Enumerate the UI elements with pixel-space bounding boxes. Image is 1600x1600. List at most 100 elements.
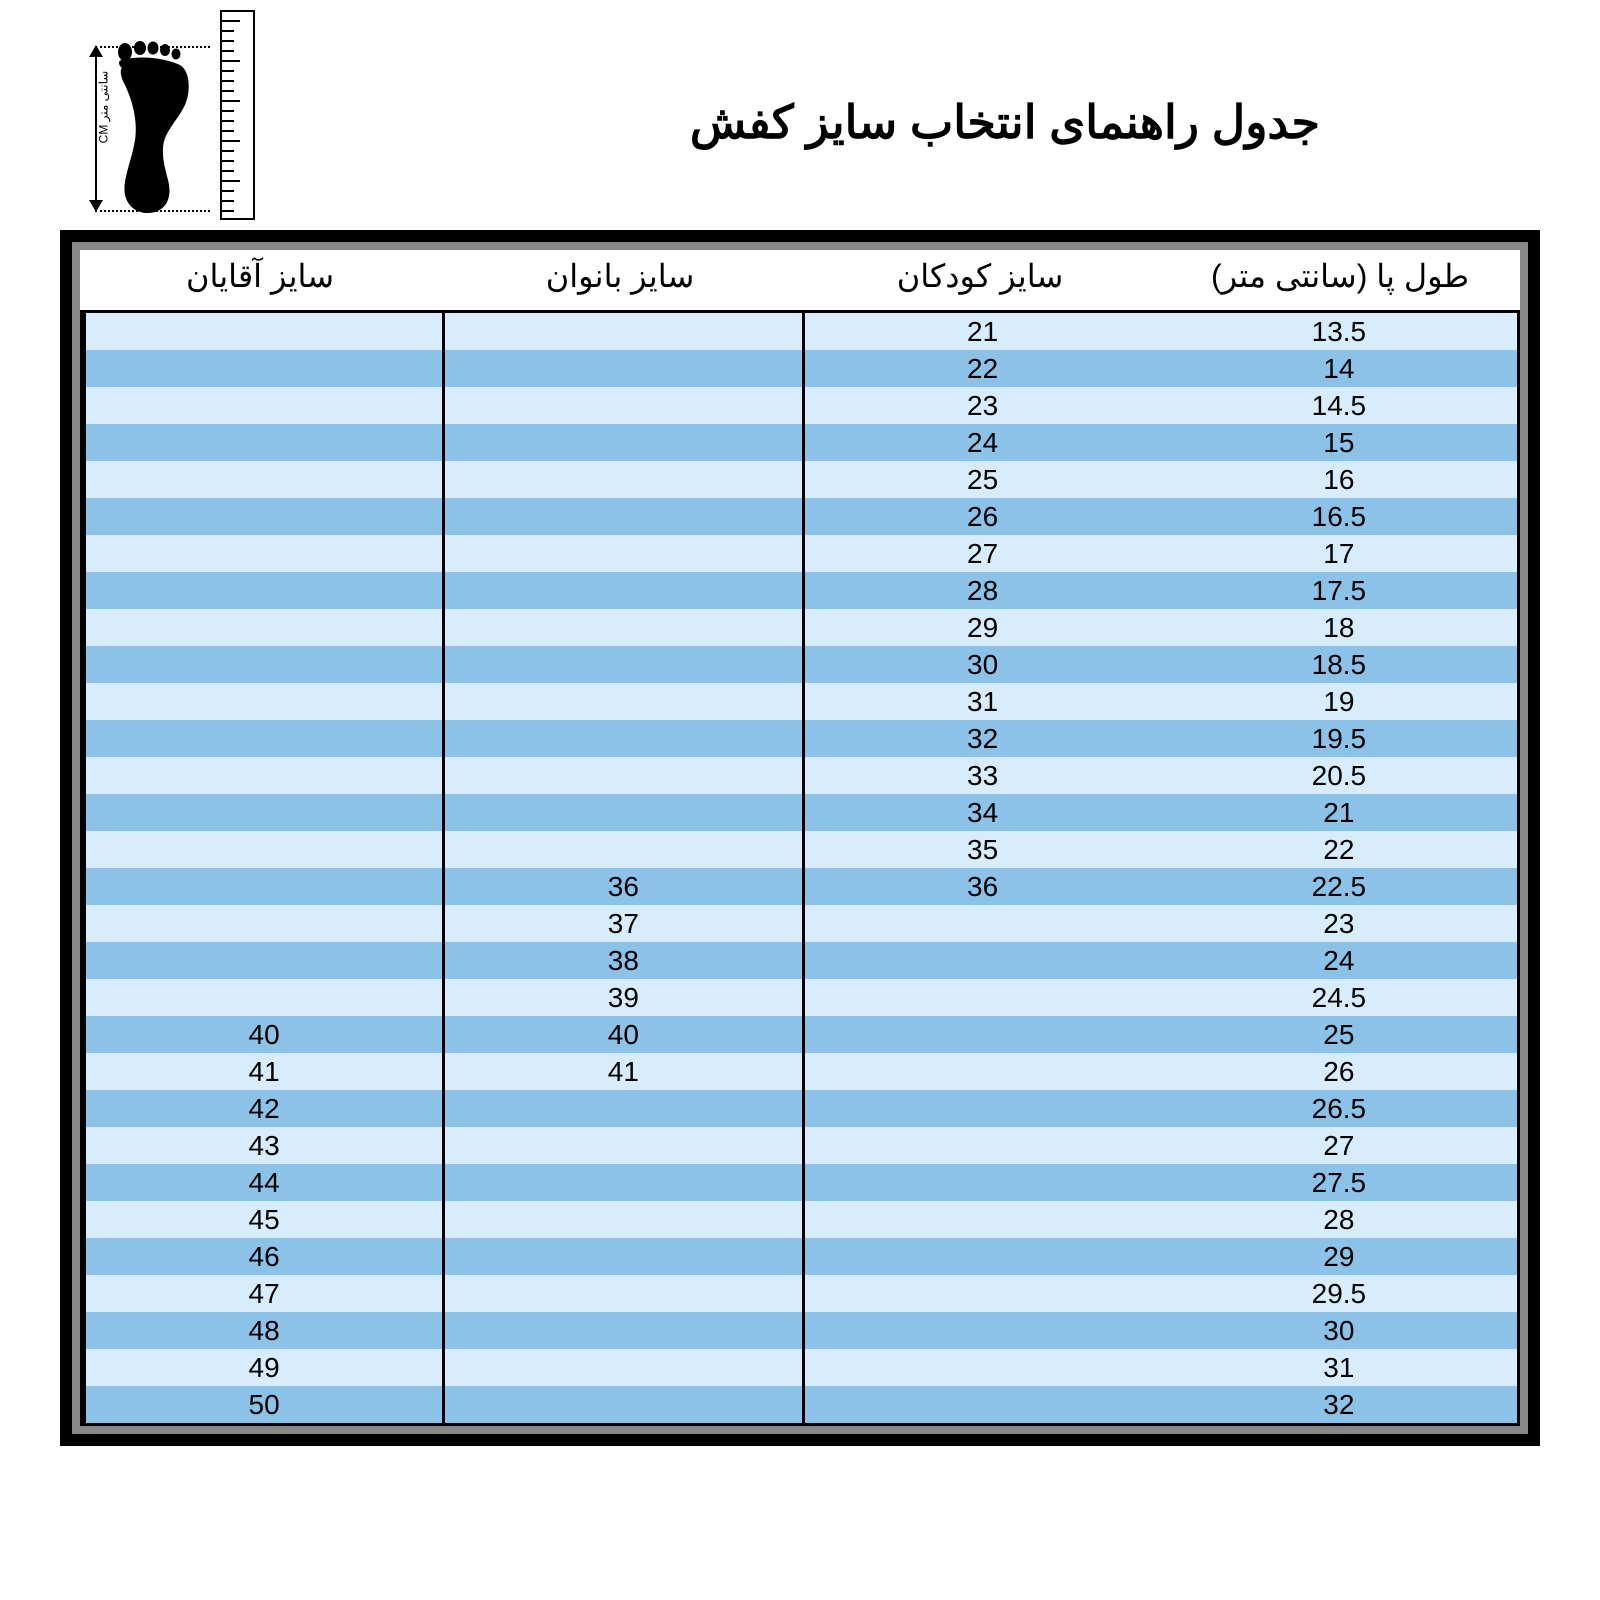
- cell-women: 36: [442, 868, 801, 905]
- cell-men: [83, 535, 442, 572]
- cell-men: [83, 905, 442, 942]
- cell-men: 42: [83, 1090, 442, 1127]
- cell-kids: [802, 1164, 1161, 1201]
- table-row: 32 50: [83, 1386, 1517, 1423]
- cell-length: 25: [1161, 1016, 1517, 1053]
- table-row: 26.5 42: [83, 1090, 1517, 1127]
- cell-length: 18.5: [1161, 646, 1517, 683]
- table-row: 2438: [83, 942, 1517, 979]
- cell-men: 47: [83, 1275, 442, 1312]
- header-length: طول پا (سانتی متر): [1160, 250, 1520, 302]
- cell-kids: [802, 1201, 1161, 1238]
- cell-length: 27.5: [1161, 1164, 1517, 1201]
- cell-length: 22: [1161, 831, 1517, 868]
- cell-kids: 32: [802, 720, 1161, 757]
- cell-women: [442, 609, 801, 646]
- cell-men: [83, 498, 442, 535]
- table-row: 25 4040: [83, 1016, 1517, 1053]
- table-row: 16.526: [83, 498, 1517, 535]
- table-row: 22.53636: [83, 868, 1517, 905]
- cell-men: [83, 868, 442, 905]
- cell-length: 22.5: [1161, 868, 1517, 905]
- cell-length: 17: [1161, 535, 1517, 572]
- table-row: 19.532: [83, 720, 1517, 757]
- table-row: 24.539: [83, 979, 1517, 1016]
- cell-men: 49: [83, 1349, 442, 1386]
- cell-women: 41: [442, 1053, 801, 1090]
- cell-kids: [802, 1349, 1161, 1386]
- cell-length: 27: [1161, 1127, 1517, 1164]
- cell-women: [442, 1238, 801, 1275]
- cell-men: [83, 720, 442, 757]
- table-row: 13.521: [83, 313, 1517, 350]
- cell-length: 16: [1161, 461, 1517, 498]
- cell-men: 40: [83, 1016, 442, 1053]
- cell-women: 40: [442, 1016, 801, 1053]
- cell-kids: [802, 1090, 1161, 1127]
- cell-kids: [802, 1053, 1161, 1090]
- cell-kids: [802, 1127, 1161, 1164]
- cell-men: [83, 757, 442, 794]
- cell-kids: [802, 942, 1161, 979]
- cell-women: [442, 1349, 801, 1386]
- table-row: 3149: [83, 1349, 1517, 1386]
- cell-length: 18: [1161, 609, 1517, 646]
- cell-kids: 28: [802, 572, 1161, 609]
- cell-women: [442, 350, 801, 387]
- cell-women: [442, 1312, 801, 1349]
- cell-length: 23: [1161, 905, 1517, 942]
- cell-length: 26.5: [1161, 1090, 1517, 1127]
- cell-women: [442, 794, 801, 831]
- page-title: جدول راهنمای انتخاب سایز کفش: [690, 95, 1320, 149]
- table-row: 20.533: [83, 757, 1517, 794]
- cell-women: [442, 461, 801, 498]
- cell-kids: [802, 1016, 1161, 1053]
- cell-kids: 30: [802, 646, 1161, 683]
- cell-kids: 21: [802, 313, 1161, 350]
- cell-kids: 29: [802, 609, 1161, 646]
- cell-length: 20.5: [1161, 757, 1517, 794]
- cell-length: 14: [1161, 350, 1517, 387]
- table-row: 17.528: [83, 572, 1517, 609]
- header-women: سایز بانوان: [440, 250, 800, 302]
- cell-men: [83, 424, 442, 461]
- table-row: 2235: [83, 831, 1517, 868]
- cell-length: 13.5: [1161, 313, 1517, 350]
- cell-women: 39: [442, 979, 801, 1016]
- cell-women: [442, 757, 801, 794]
- foot-ruler-icon: سانتی متر CM: [75, 10, 255, 225]
- table-body: 13.521142214.5231524162516.526172717.528…: [80, 310, 1520, 1426]
- table-row: 1829: [83, 609, 1517, 646]
- table-row: 3048: [83, 1312, 1517, 1349]
- table-row: 264141: [83, 1053, 1517, 1090]
- ruler-graphic: [220, 10, 255, 220]
- table-row: 18.530: [83, 646, 1517, 683]
- cell-women: [442, 1275, 801, 1312]
- cell-kids: 23: [802, 387, 1161, 424]
- cell-men: [83, 831, 442, 868]
- cell-men: [83, 942, 442, 979]
- cell-kids: [802, 1386, 1161, 1423]
- table-row: 1422: [83, 350, 1517, 387]
- cell-women: [442, 1127, 801, 1164]
- table-row: 1524: [83, 424, 1517, 461]
- table-row: 2134: [83, 794, 1517, 831]
- table-header-row: طول پا (سانتی متر) سایز کودکان سایز بانو…: [80, 250, 1520, 302]
- cell-length: 29.5: [1161, 1275, 1517, 1312]
- cell-length: 14.5: [1161, 387, 1517, 424]
- table-row: 1625: [83, 461, 1517, 498]
- cell-men: [83, 794, 442, 831]
- cell-length: 32: [1161, 1386, 1517, 1423]
- cell-kids: 36: [802, 868, 1161, 905]
- cell-kids: 31: [802, 683, 1161, 720]
- table-row: 2743: [83, 1127, 1517, 1164]
- size-table: طول پا (سانتی متر) سایز کودکان سایز بانو…: [60, 230, 1540, 1446]
- cell-women: 37: [442, 905, 801, 942]
- cell-kids: 24: [802, 424, 1161, 461]
- cell-women: [442, 313, 801, 350]
- cell-men: 46: [83, 1238, 442, 1275]
- table-row: 2946: [83, 1238, 1517, 1275]
- cell-men: 50: [83, 1386, 442, 1423]
- cell-kids: 33: [802, 757, 1161, 794]
- cell-women: 38: [442, 942, 801, 979]
